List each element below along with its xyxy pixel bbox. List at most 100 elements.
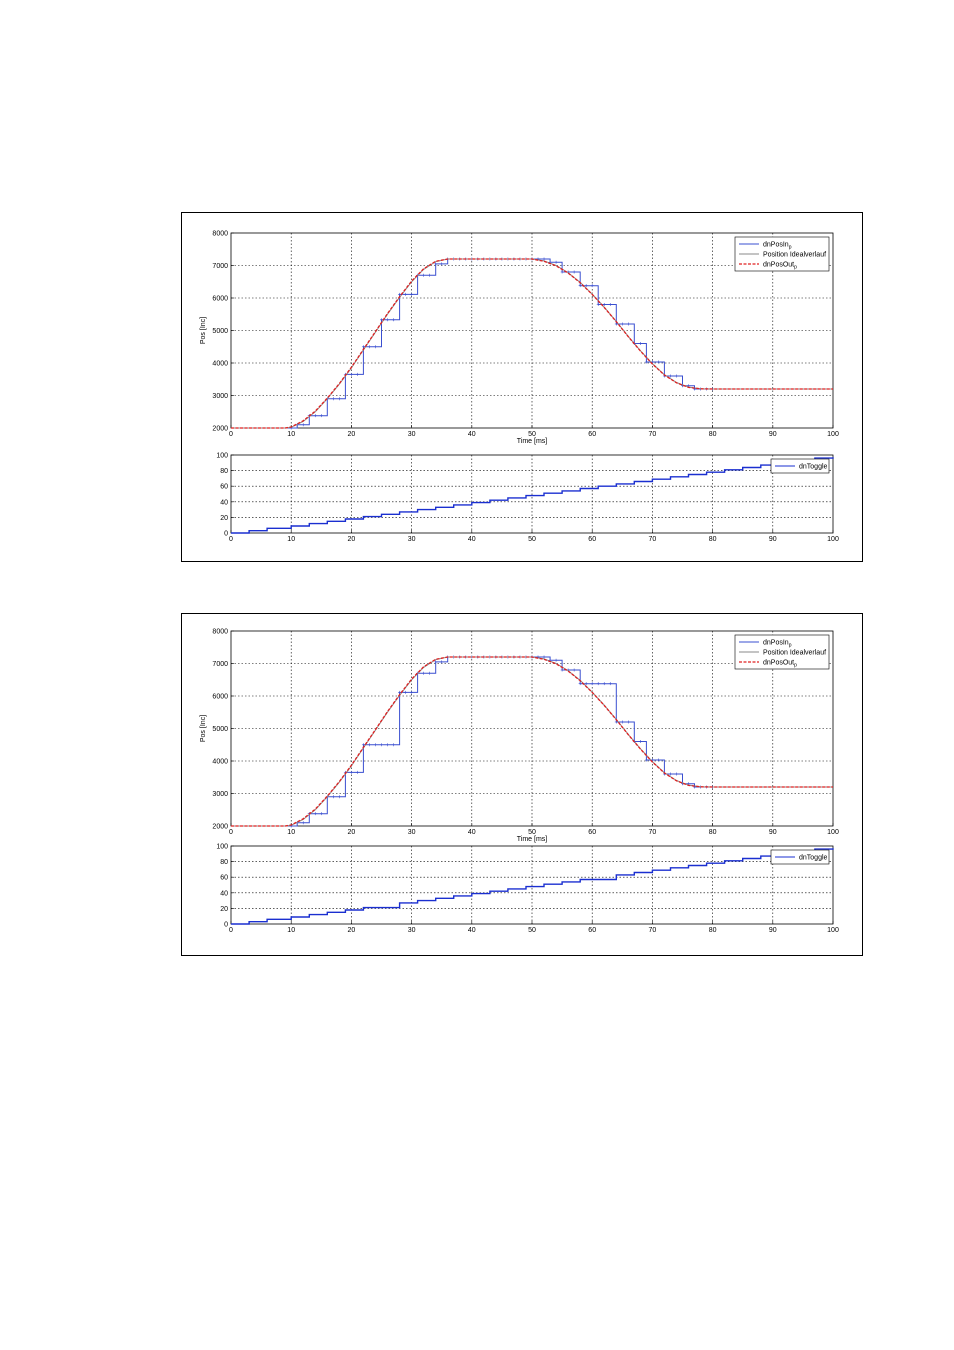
series-line-dnposin — [231, 656, 833, 827]
x-tick-label: 50 — [528, 431, 536, 438]
data-point — [380, 743, 383, 747]
x-tick-label: 20 — [348, 536, 356, 543]
data-point — [596, 303, 600, 306]
legend-entry: dnToggle — [799, 855, 828, 862]
x-tick-label: 60 — [588, 927, 596, 934]
series-line-position-idealverlauf — [231, 656, 833, 827]
data-point — [428, 671, 432, 675]
x-axis-label: Time [ms] — [517, 438, 548, 445]
figure-2-plot: 0 10 20 30 40 50 60 70 80 90 100200030004000500060… — [200, 629, 839, 935]
y-tick-label: 5000 — [212, 328, 228, 335]
data-point — [578, 682, 582, 686]
legend-entry: Position Idealverlauf — [763, 650, 826, 657]
series-line-dntoggle — [231, 848, 834, 925]
y-tick-label: 3000 — [212, 791, 228, 798]
x-tick-label: 20 — [348, 927, 356, 934]
legend-entry: Position Idealverlauf — [763, 252, 826, 259]
series-line-dnposout — [231, 258, 833, 429]
y-tick-label: 8000 — [212, 231, 228, 238]
data-point — [656, 360, 660, 364]
x-tick-label: 70 — [649, 829, 657, 836]
data-point — [422, 671, 426, 675]
data-point — [361, 345, 365, 349]
y-tick-label: 40 — [220, 890, 228, 897]
data-point — [638, 740, 642, 743]
data-point — [620, 720, 624, 724]
data-point — [656, 758, 660, 762]
x-tick-label: 60 — [588, 431, 596, 438]
legend-entry-subscript: p — [789, 245, 792, 251]
x-tick-label: 90 — [769, 927, 777, 934]
y-tick-label: 0 — [224, 531, 228, 538]
data-point — [434, 262, 438, 266]
y-tick-label: 20 — [220, 515, 228, 522]
panel-2-toggle: 0 10 20 30 40 50 60 70 80 90 100 0 20 40 60 80 100 dnTogg… — [216, 453, 839, 544]
x-tick-label: 0 — [229, 829, 233, 836]
data-point — [590, 682, 594, 686]
data-point — [392, 743, 396, 747]
x-tick-label: 0 — [229, 536, 233, 543]
legend-entry: dnToggle — [799, 464, 828, 471]
data-point — [590, 284, 594, 288]
x-tick-label: 100 — [827, 927, 839, 934]
figure-1: 0 10 20 30 40 50 60 70 80 90 100 2000 3000 4000 5000 60… — [181, 212, 863, 562]
data-point — [367, 743, 371, 747]
legend-entry: dnPosInp — [763, 242, 792, 251]
legend: dnToggle — [770, 849, 830, 865]
data-point — [301, 821, 305, 825]
x-tick-label: 60 — [588, 829, 596, 836]
data-point — [626, 720, 630, 724]
figure-1-plot: 0 10 20 30 40 50 60 70 80 90 100200030004000500060… — [200, 231, 839, 544]
y-tick-label: 3000 — [212, 393, 228, 400]
y-tick-label: 60 — [220, 484, 228, 491]
x-tick-label: 50 — [528, 829, 536, 836]
x-tick-label: 50 — [528, 927, 536, 934]
data-point — [638, 342, 642, 345]
x-tick-label: 100 — [827, 829, 839, 836]
data-point — [313, 812, 317, 816]
data-point — [319, 414, 323, 418]
series-line-dntoggle — [231, 457, 834, 534]
data-point — [422, 273, 426, 277]
data-point — [440, 660, 444, 664]
data-point — [626, 322, 630, 326]
x-tick-label: 80 — [709, 829, 717, 836]
x-tick-label: 80 — [709, 536, 717, 543]
data-point — [428, 273, 432, 277]
y-tick-label: 6000 — [212, 694, 228, 701]
legend-box — [770, 849, 830, 865]
y-tick-label: 100 — [216, 844, 228, 851]
data-point — [674, 374, 678, 378]
x-tick-label: 100 — [827, 431, 839, 438]
data-point — [349, 372, 353, 376]
x-tick-label: 10 — [287, 829, 295, 836]
data-point — [542, 257, 546, 261]
data-point — [668, 374, 672, 378]
data-point — [602, 303, 606, 306]
data-point — [386, 318, 390, 322]
data-point — [596, 682, 600, 686]
data-point — [554, 260, 558, 264]
legend-entry: dnPosOutp — [763, 262, 797, 271]
y-tick-label: 4000 — [212, 361, 228, 368]
x-tick-label: 40 — [468, 536, 476, 543]
x-tick-label: 70 — [649, 927, 657, 934]
data-point — [410, 292, 414, 296]
figure-2: 0 10 20 30 40 50 60 70 80 90 100 2000 3000 4000 5000 60… — [181, 613, 863, 956]
data-point — [373, 345, 377, 349]
x-tick-label: 40 — [468, 431, 476, 438]
data-point — [542, 655, 546, 659]
y-tick-label: 40 — [220, 499, 228, 506]
data-point — [602, 682, 606, 686]
y-axis-label: Pos [Inc] — [200, 317, 207, 344]
x-tick-label: 30 — [408, 927, 416, 934]
data-point — [380, 318, 383, 322]
y-tick-label: 5000 — [212, 726, 228, 733]
series-line-dnposout — [231, 656, 833, 827]
data-point — [410, 690, 414, 694]
data-point — [313, 414, 317, 418]
data-point — [578, 284, 582, 288]
y-tick-label: 20 — [220, 906, 228, 913]
x-tick-label: 80 — [709, 927, 717, 934]
